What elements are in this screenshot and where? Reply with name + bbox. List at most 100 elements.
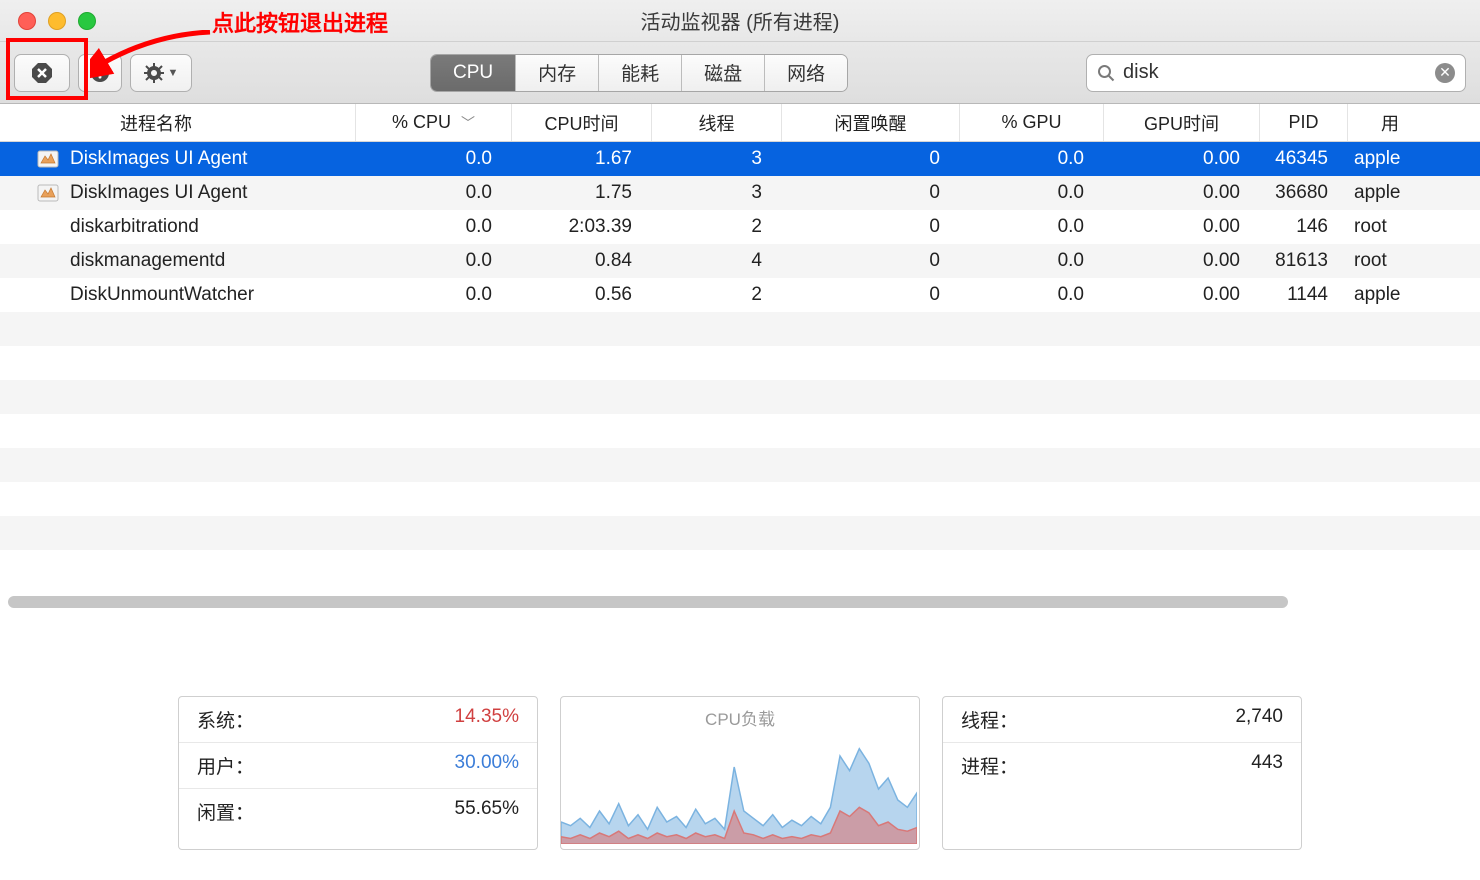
cell-pid: 81613: [1260, 244, 1348, 278]
tab-disk[interactable]: 磁盘: [682, 55, 765, 91]
window-title: 活动监视器 (所有进程): [641, 6, 840, 35]
tab-memory[interactable]: 内存: [516, 55, 599, 91]
cell-gputime: 0.00: [1104, 176, 1260, 210]
cpu-chart-panel: CPU负载: [560, 696, 920, 850]
count-threads-label: 线程：: [961, 706, 1018, 733]
chart-area: [561, 734, 919, 849]
cell-cpu: 0.0: [356, 244, 512, 278]
cpu-load-chart: [561, 734, 917, 844]
traffic-lights: [0, 12, 96, 30]
cell-user: root: [1348, 210, 1432, 244]
cpu-stats-panel: 系统： 14.35% 用户： 30.00% 闲置： 55.65%: [178, 696, 538, 850]
stop-icon: [31, 62, 53, 84]
toolbar: ▼ CPU 内存 能耗 磁盘 网络 ✕: [0, 42, 1480, 104]
cell-pid: 146: [1260, 210, 1348, 244]
table-row[interactable]: DiskImages UI Agent 0.0 1.75 3 0 0.0 0.0…: [0, 176, 1480, 210]
cell-gpu: 0.0: [960, 244, 1104, 278]
column-threads[interactable]: 线程: [652, 104, 782, 141]
stat-idle-label: 闲置：: [197, 798, 254, 825]
cell-gputime: 0.00: [1104, 244, 1260, 278]
count-procs-label: 进程：: [961, 752, 1018, 779]
cell-threads: 4: [652, 244, 782, 278]
horizontal-scrollbar[interactable]: [8, 596, 1380, 608]
empty-row: [0, 380, 1480, 414]
process-icon: [36, 283, 60, 307]
cell-cputime: 1.67: [512, 142, 652, 176]
table-row[interactable]: diskarbitrationd 0.0 2:03.39 2 0 0.0 0.0…: [0, 210, 1480, 244]
table-row[interactable]: DiskImages UI Agent 0.0 1.67 3 0 0.0 0.0…: [0, 142, 1480, 176]
cell-pid: 46345: [1260, 142, 1348, 176]
cell-user: apple: [1348, 142, 1432, 176]
stat-idle-value: 55.65%: [455, 798, 519, 825]
annotation-arrow-icon: [90, 30, 220, 80]
cell-gputime: 0.00: [1104, 278, 1260, 312]
search-icon: [1097, 64, 1115, 82]
tab-energy[interactable]: 能耗: [599, 55, 682, 91]
stat-system-label: 系统：: [197, 706, 254, 733]
cell-idle: 0: [782, 278, 960, 312]
cell-threads: 2: [652, 210, 782, 244]
cell-threads: 3: [652, 176, 782, 210]
process-icon: [36, 181, 60, 205]
cell-cputime: 0.84: [512, 244, 652, 278]
process-name: DiskUnmountWatcher: [70, 284, 254, 306]
cell-cpu: 0.0: [356, 210, 512, 244]
cell-idle: 0: [782, 210, 960, 244]
cell-cputime: 0.56: [512, 278, 652, 312]
close-window-button[interactable]: [18, 12, 36, 30]
maximize-window-button[interactable]: [78, 12, 96, 30]
sort-descending-icon: ﹀: [461, 113, 475, 133]
table-row[interactable]: diskmanagementd 0.0 0.84 4 0 0.0 0.00 81…: [0, 244, 1480, 278]
cell-gputime: 0.00: [1104, 210, 1260, 244]
cell-cpu: 0.0: [356, 142, 512, 176]
clear-search-button[interactable]: ✕: [1435, 63, 1455, 83]
empty-row: [0, 346, 1480, 380]
chart-title: CPU负载: [561, 697, 919, 734]
cell-cpu: 0.0: [356, 176, 512, 210]
process-name: DiskImages UI Agent: [70, 148, 247, 170]
tab-network[interactable]: 网络: [765, 55, 847, 91]
cell-idle: 0: [782, 176, 960, 210]
cell-gpu: 0.0: [960, 176, 1104, 210]
cell-gpu: 0.0: [960, 210, 1104, 244]
empty-row: [0, 414, 1480, 448]
stat-user-value: 30.00%: [455, 752, 519, 779]
cell-pid: 1144: [1260, 278, 1348, 312]
cell-idle: 0: [782, 244, 960, 278]
count-threads-value: 2,740: [1235, 706, 1283, 733]
minimize-window-button[interactable]: [48, 12, 66, 30]
counts-panel: 线程： 2,740 进程： 443: [942, 696, 1302, 850]
cell-gputime: 0.00: [1104, 142, 1260, 176]
process-icon: [36, 249, 60, 273]
scrollbar-thumb[interactable]: [8, 596, 1288, 608]
column-process-name[interactable]: 进程名称: [0, 104, 356, 141]
cell-cputime: 1.75: [512, 176, 652, 210]
x-icon: ✕: [1439, 64, 1451, 81]
tab-cpu[interactable]: CPU: [431, 55, 516, 91]
quit-process-button[interactable]: [14, 54, 70, 92]
process-name: diskmanagementd: [70, 250, 225, 272]
cell-idle: 0: [782, 142, 960, 176]
column-gpu-percent[interactable]: % GPU: [960, 104, 1104, 141]
column-user[interactable]: 用: [1348, 104, 1432, 141]
count-procs-value: 443: [1251, 752, 1283, 779]
cell-gpu: 0.0: [960, 278, 1104, 312]
tab-segmented-control: CPU 内存 能耗 磁盘 网络: [430, 54, 848, 92]
column-idle-wakeups[interactable]: 闲置唤醒: [782, 104, 960, 141]
column-cpu-percent[interactable]: % CPU ﹀: [356, 104, 512, 141]
cell-pid: 36680: [1260, 176, 1348, 210]
process-icon: [36, 215, 60, 239]
cell-user: root: [1348, 244, 1432, 278]
search-input[interactable]: [1123, 61, 1427, 84]
cell-gpu: 0.0: [960, 142, 1104, 176]
column-pid[interactable]: PID: [1260, 104, 1348, 141]
table-header: 进程名称 % CPU ﹀ CPU时间 线程 闲置唤醒 % GPU GPU时间 P…: [0, 104, 1480, 142]
column-cpu-time[interactable]: CPU时间: [512, 104, 652, 141]
column-gpu-time[interactable]: GPU时间: [1104, 104, 1260, 141]
cell-user: apple: [1348, 278, 1432, 312]
search-box[interactable]: ✕: [1086, 54, 1466, 92]
table-row[interactable]: DiskUnmountWatcher 0.0 0.56 2 0 0.0 0.00…: [0, 278, 1480, 312]
process-icon: [36, 147, 60, 171]
column-cpu-label: % CPU: [392, 112, 451, 133]
empty-row: [0, 516, 1480, 550]
